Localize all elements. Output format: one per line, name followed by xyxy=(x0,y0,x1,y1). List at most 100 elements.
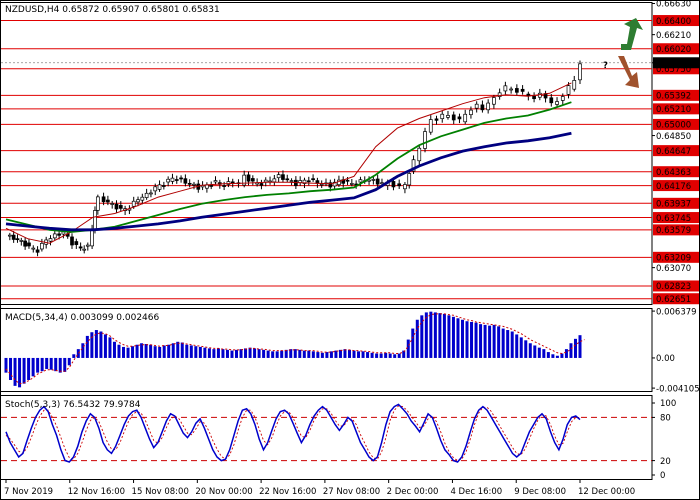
macd-bar xyxy=(533,345,537,358)
macd-bar xyxy=(289,349,293,358)
candle-body xyxy=(281,174,285,180)
candle-body xyxy=(469,109,473,116)
macd-bar xyxy=(361,351,365,358)
macd-bar xyxy=(72,354,76,358)
stoch-panel-frame xyxy=(0,395,653,480)
current-price-label: 0.6583 xyxy=(656,59,686,69)
time-axis-label: 12 Nov 16:00 xyxy=(68,487,125,497)
candle-body xyxy=(101,196,106,203)
candle-body xyxy=(345,179,350,182)
macd-bar xyxy=(180,342,184,358)
candle-body xyxy=(11,234,16,240)
candle-body xyxy=(434,118,439,121)
macd-bar xyxy=(519,337,523,358)
candle-body xyxy=(157,184,162,190)
ma-fast-line xyxy=(5,82,572,244)
macd-bar xyxy=(239,349,243,358)
macd-bar xyxy=(9,357,13,380)
macd-bar xyxy=(280,350,284,358)
macd-bar xyxy=(397,353,401,358)
macd-bar xyxy=(266,350,270,358)
price-axis-label: 0.64363 xyxy=(656,168,691,178)
candle-body xyxy=(328,182,333,188)
macd-axis-label: 0.00 xyxy=(656,354,675,364)
macd-bar xyxy=(420,315,424,358)
macd-bar xyxy=(207,348,211,358)
candle-body xyxy=(423,131,427,149)
macd-bar xyxy=(497,326,501,358)
macd-bar xyxy=(542,349,546,358)
macd-bar xyxy=(36,357,40,373)
candle-body xyxy=(70,236,74,246)
price-axis-label: 0.63579 xyxy=(656,226,691,236)
price-level-tag xyxy=(653,293,699,305)
candle-body xyxy=(407,173,412,186)
stoch-main-line xyxy=(5,403,581,463)
price-level-tag xyxy=(653,166,699,178)
candle-body xyxy=(578,63,582,81)
candle-body xyxy=(332,181,337,187)
macd-bar xyxy=(293,349,297,358)
price-level-tag xyxy=(653,145,699,157)
macd-bar xyxy=(393,354,397,358)
macd-bar xyxy=(221,349,225,358)
price-level-tag xyxy=(653,15,699,27)
macd-bar xyxy=(460,319,464,358)
macd-bar xyxy=(27,357,31,380)
macd-bar xyxy=(94,330,98,358)
candle-body xyxy=(78,246,83,249)
stoch-axis-label: 0 xyxy=(660,471,665,481)
macd-bar xyxy=(307,350,311,358)
candle-body xyxy=(311,178,315,181)
candle-body xyxy=(85,244,90,247)
price-axis-label: 0.66210 xyxy=(656,31,691,41)
price-header: NZDUSD,H4 0.65872 0.65907 0.65801 0.6583… xyxy=(5,5,220,15)
price-level-tag xyxy=(653,180,699,192)
candle-body xyxy=(474,103,479,109)
candle-body xyxy=(319,183,324,186)
candle-body xyxy=(509,88,513,91)
macd-bar xyxy=(555,355,559,358)
candle-body xyxy=(174,179,179,181)
candle-body xyxy=(93,210,97,231)
macd-bar xyxy=(58,357,62,373)
macd-bar xyxy=(352,350,356,358)
macd-bar xyxy=(212,349,216,358)
candle-body xyxy=(35,249,40,253)
candle-body xyxy=(440,113,445,120)
candle-body xyxy=(289,180,294,182)
candle-body xyxy=(411,159,416,172)
candle-body xyxy=(492,97,496,105)
macd-bar xyxy=(194,346,198,358)
macd-bar xyxy=(411,328,415,358)
candle-body xyxy=(497,92,502,97)
macd-bar xyxy=(176,341,180,358)
macd-bar xyxy=(76,349,80,358)
candle-body xyxy=(31,247,36,250)
candle-body xyxy=(153,186,158,192)
time-axis-label: 2 Dec 00:00 xyxy=(387,487,439,497)
macd-bar xyxy=(216,348,220,358)
macd-bar xyxy=(329,351,333,358)
candle-body xyxy=(250,178,255,182)
price-axis-label: 0.66400 xyxy=(656,17,691,27)
macd-bar xyxy=(225,349,229,358)
macd-bar xyxy=(537,347,541,358)
candle-body xyxy=(486,102,491,111)
macd-bar xyxy=(424,312,428,358)
down-arrow-icon xyxy=(618,56,639,88)
macd-bar xyxy=(528,343,532,358)
macd-bar xyxy=(470,321,474,358)
macd-bar xyxy=(131,346,135,358)
macd-bar xyxy=(406,339,410,358)
candle-body xyxy=(549,97,554,104)
price-axis-label: 0.63745 xyxy=(656,214,691,224)
candle-body xyxy=(272,178,277,183)
candle-body xyxy=(349,183,354,185)
macd-bar xyxy=(429,311,433,358)
price-axis-label: 0.62823 xyxy=(656,282,691,292)
candle-body xyxy=(52,233,57,239)
candle-body xyxy=(226,181,231,185)
